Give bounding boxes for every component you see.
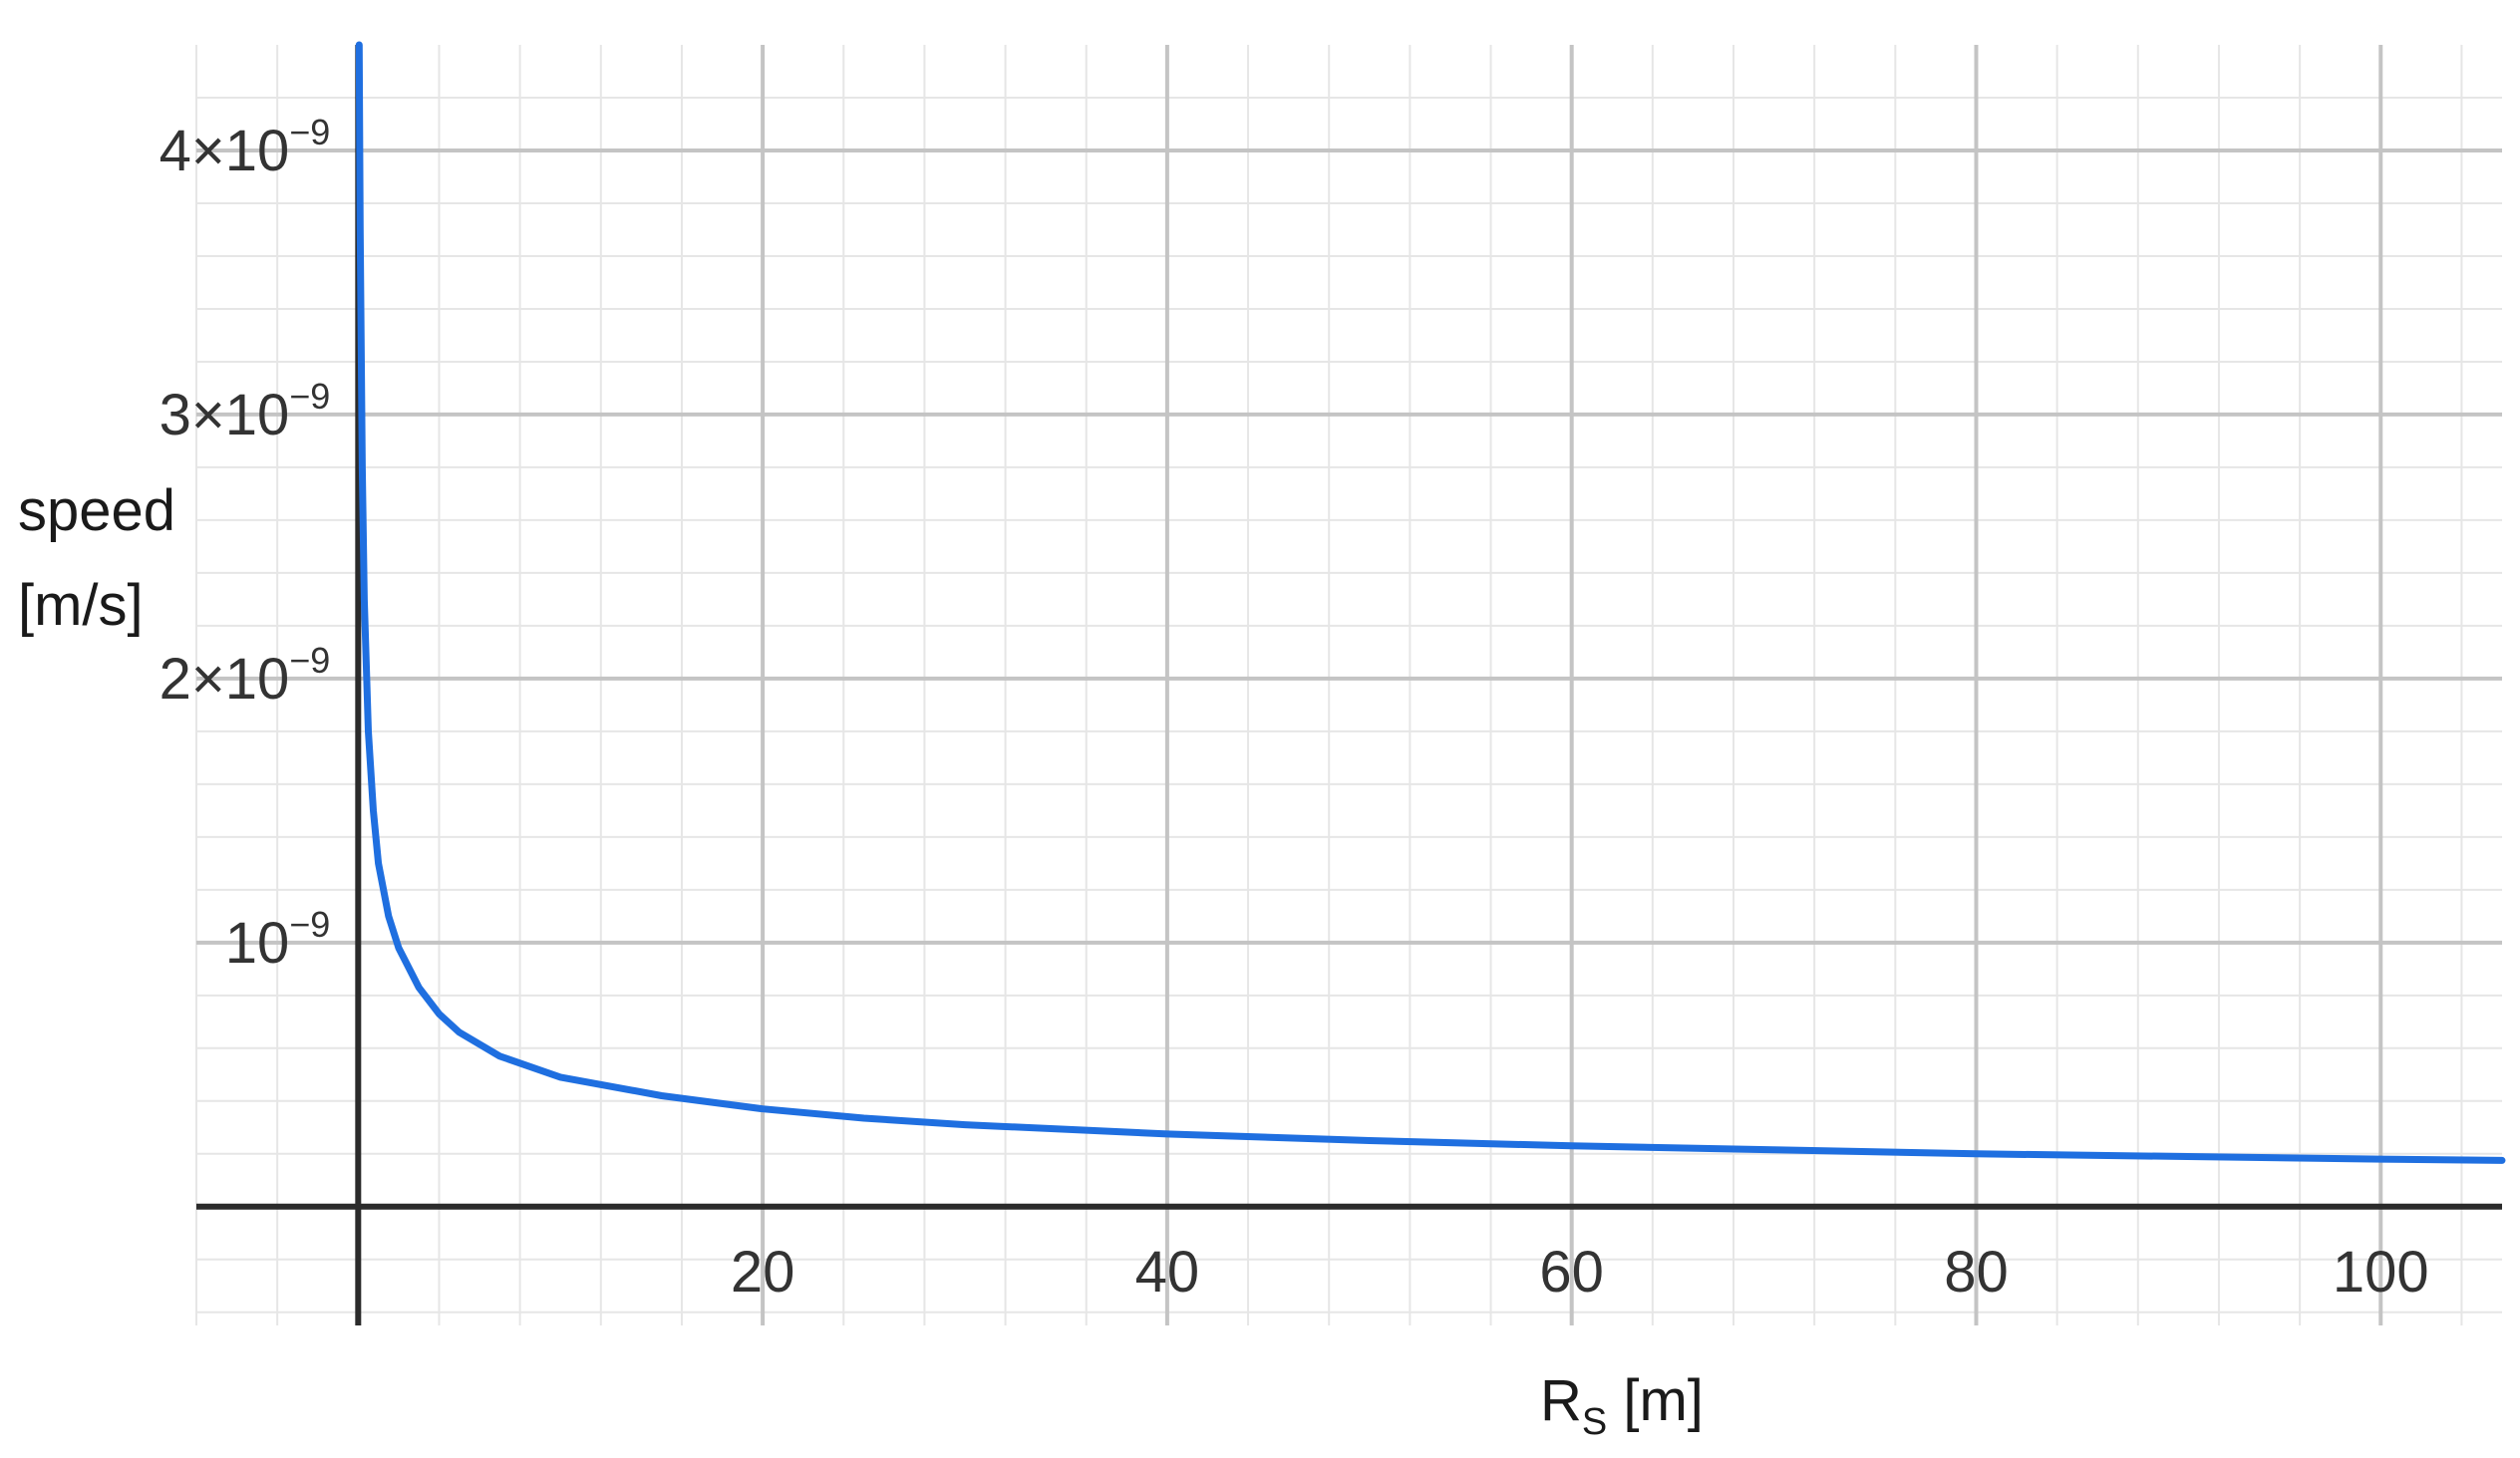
- x-tick-label: 20: [731, 1240, 795, 1305]
- tick-labels: 20 40 60 80 100 10−9 2×10−9 3×10−9 4×10−9: [159, 112, 2429, 1305]
- x-tick-label: 80: [1944, 1240, 2009, 1305]
- x-tick-label: 60: [1539, 1240, 1604, 1305]
- y-tick-label: 2×10−9: [159, 640, 331, 712]
- x-axis-title: RS [m]: [1540, 1368, 1704, 1443]
- x-axis-title-main: R: [1540, 1368, 1582, 1433]
- x-tick-label: 40: [1135, 1240, 1200, 1305]
- y-tick-label: 4×10−9: [159, 112, 331, 183]
- grid: [195, 45, 2502, 1325]
- y-axis-title-line1: speed: [18, 478, 175, 543]
- y-tick-label: 10−9: [225, 904, 331, 976]
- series-line-0: [355, 41, 2506, 1164]
- series-group: [355, 41, 2506, 1164]
- y-axis-title-line2: [m/s]: [18, 573, 144, 638]
- axes: [196, 45, 2502, 1325]
- x-axis-title-unit: [m]: [1607, 1368, 1704, 1433]
- x-tick-label: 100: [2333, 1240, 2429, 1305]
- x-axis-title-subscript: S: [1582, 1401, 1607, 1443]
- y-tick-label: 3×10−9: [159, 376, 331, 447]
